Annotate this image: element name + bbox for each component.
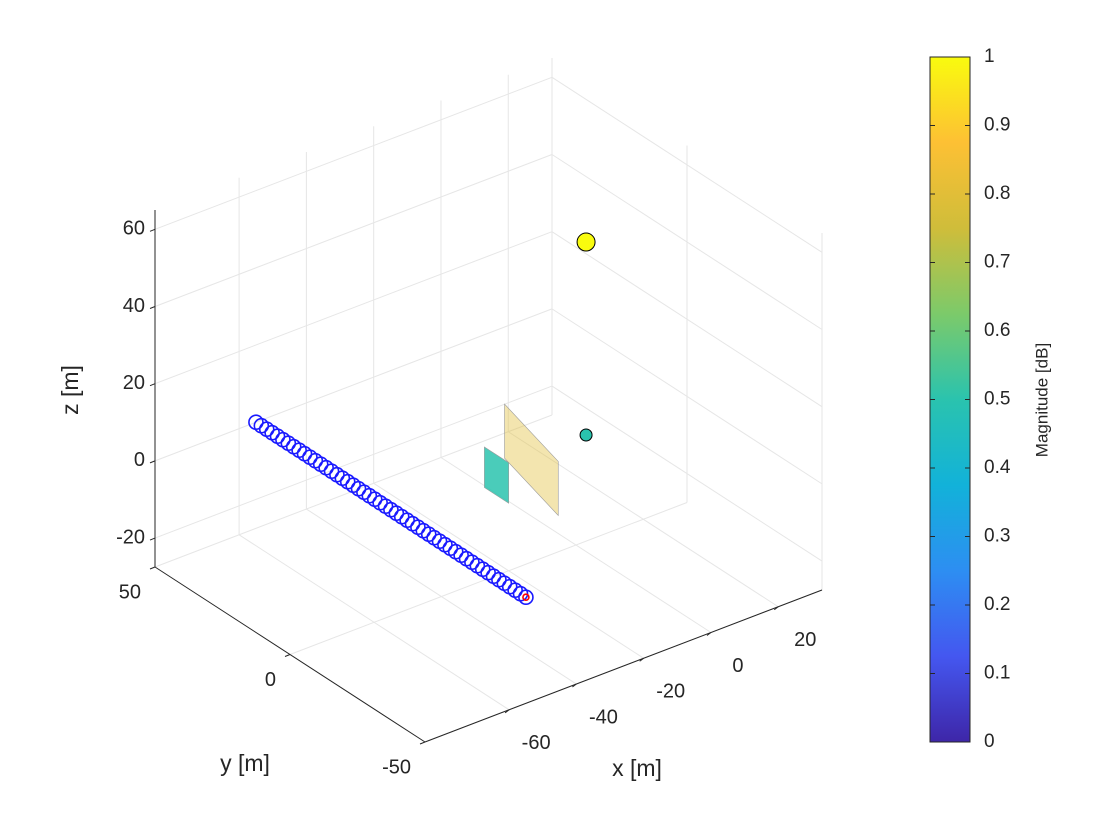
- colorbar-tick-label: 0.6: [984, 320, 1010, 341]
- data-point: [579, 428, 593, 442]
- z-tick: [149, 460, 156, 464]
- x-tick-label: -40: [589, 706, 618, 728]
- grid: [154, 58, 823, 743]
- y-tick: [284, 654, 291, 657]
- z-tick: [149, 537, 156, 541]
- data-point: [518, 589, 534, 606]
- data-point: [576, 232, 596, 252]
- x-tick-label: -20: [656, 681, 685, 703]
- z-tick: [149, 228, 156, 232]
- colorbar-tick-label: 1: [984, 46, 995, 67]
- colorbar-tick-label: 0.7: [984, 252, 1010, 273]
- grid-line: [551, 154, 823, 330]
- x-tick: [706, 632, 712, 636]
- colorbar: 0 0.1 0.2 0.3 0.4 0.5 0.6 0.7 0.8 0.9 1: [929, 46, 1011, 752]
- colorbar-tick-label: 0.5: [984, 389, 1010, 410]
- z-tick-label: 40: [123, 295, 145, 317]
- data-point: [522, 593, 530, 602]
- grid-line: [154, 76, 553, 230]
- y-axis-label: y [m]: [220, 750, 270, 776]
- x-tick: [639, 657, 644, 662]
- y-tick-label: 0: [265, 669, 276, 691]
- grid-line: [154, 231, 553, 385]
- grid-line: [551, 385, 823, 562]
- z-tick: [149, 306, 156, 309]
- x-tick: [504, 709, 510, 714]
- y-tick-label: 50: [119, 581, 141, 603]
- z-tick: [149, 383, 156, 387]
- grid-line: [551, 308, 823, 485]
- axes: -60 -40 -20 0 20 -50 0 50 -20 0 20 40 60: [116, 210, 823, 778]
- x-axis-label: x [m]: [612, 755, 662, 781]
- colorbar-tick-label: 0.2: [984, 594, 1010, 615]
- z-tick-label: -20: [116, 526, 145, 548]
- y-tick: [419, 741, 426, 745]
- x-tick-label: -60: [522, 732, 551, 754]
- marks: [248, 232, 596, 606]
- colorbar-tick-label: 0.9: [984, 115, 1010, 136]
- colorbar-tick-label: 0: [984, 731, 995, 752]
- x-axis-line: [424, 589, 823, 743]
- grid-line: [154, 385, 553, 539]
- x-tick-label: 0: [732, 655, 743, 677]
- grid-line: [289, 502, 688, 655]
- grid-line: [154, 414, 553, 568]
- z-tick-label: 0: [134, 449, 145, 471]
- z-tick-label: 20: [123, 372, 145, 394]
- y-tick: [149, 566, 156, 570]
- colorbar-tick-label: 0.4: [984, 457, 1011, 478]
- grid-line: [551, 76, 823, 253]
- colorbar-tick-label: 0.3: [984, 526, 1010, 547]
- z-tick-label: 60: [123, 218, 145, 240]
- colorbar-tick-label: 0.1: [984, 663, 1010, 684]
- y-tick-label: -50: [382, 756, 411, 778]
- colorbar-tick-label: 0.8: [984, 183, 1010, 204]
- grid-line: [154, 154, 553, 307]
- x-tick: [773, 606, 779, 611]
- colorbar-gradient: [929, 56, 971, 743]
- surface: [484, 446, 509, 504]
- x-tick: [572, 683, 577, 688]
- grid-line: [154, 308, 553, 462]
- colorbar-label: Magnitude [dB]: [1032, 343, 1051, 457]
- z-axis-label: z [m]: [57, 365, 83, 415]
- x-tick-label: 20: [794, 629, 816, 651]
- grid-line: [551, 231, 823, 408]
- surface: [504, 403, 559, 517]
